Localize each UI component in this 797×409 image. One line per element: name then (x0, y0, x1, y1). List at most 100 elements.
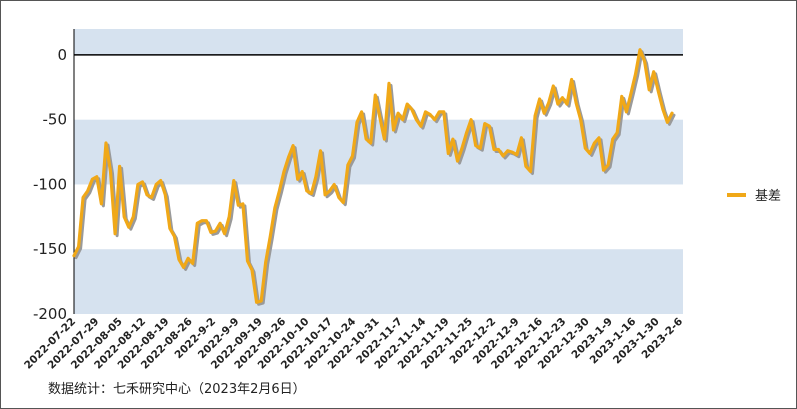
data-point (218, 222, 222, 225)
data-point (237, 204, 240, 207)
data-point (547, 101, 550, 105)
data-point (511, 150, 514, 154)
data-point (314, 175, 318, 178)
data-point (666, 121, 669, 124)
y-tick-labels: 0 -50 -100 -150 -200 (33, 46, 67, 323)
data-point (396, 112, 400, 115)
data-point (182, 266, 185, 269)
data-point (113, 232, 117, 235)
data-point (287, 156, 290, 159)
data-point (438, 110, 441, 114)
data-point (543, 112, 546, 115)
legend: 基差 (727, 189, 781, 204)
data-point (652, 70, 655, 74)
data-point (428, 113, 432, 116)
data-point (369, 141, 372, 145)
y-tick-label: -100 (33, 175, 67, 193)
data-point (447, 152, 450, 155)
data-point (155, 183, 158, 186)
data-point (616, 131, 619, 134)
data-point (132, 215, 135, 218)
data-point (273, 206, 277, 209)
data-point (629, 92, 633, 96)
data-point (360, 110, 363, 114)
data-point (72, 254, 76, 257)
data-point (209, 231, 213, 234)
data-point (415, 118, 418, 121)
y-tick-label: -150 (33, 240, 67, 258)
data-point (191, 262, 194, 265)
data-point (282, 170, 286, 173)
data-point (465, 131, 468, 134)
data-point (250, 268, 254, 272)
data-point (588, 152, 591, 155)
data-point (657, 90, 660, 93)
data-point (574, 101, 578, 105)
data-point (95, 175, 99, 178)
data-point (91, 178, 94, 181)
data-point (355, 121, 359, 124)
data-point (579, 118, 582, 121)
y-tick-label: 0 (57, 46, 67, 64)
data-point (168, 227, 172, 230)
data-point (570, 78, 573, 81)
data-point (319, 149, 322, 152)
data-point (337, 196, 340, 199)
data-point (173, 235, 176, 238)
data-point (442, 110, 445, 114)
data-point (291, 144, 295, 147)
data-point (196, 222, 199, 225)
grid-band (74, 29, 683, 55)
data-point (200, 219, 203, 222)
data-point (410, 108, 413, 111)
data-point (648, 88, 651, 92)
data-point (661, 108, 665, 111)
data-point (638, 48, 642, 51)
y-tick-label: -200 (33, 305, 67, 323)
data-point (346, 163, 350, 167)
data-point (479, 147, 482, 150)
data-point (164, 193, 167, 196)
data-point (104, 141, 108, 145)
data-point (670, 112, 674, 115)
data-point (533, 114, 537, 118)
data-point (223, 232, 226, 235)
data-point (433, 118, 436, 121)
data-point (301, 170, 304, 173)
data-point (264, 261, 267, 264)
data-point (451, 137, 455, 141)
data-point (278, 189, 281, 193)
grid-band (74, 249, 683, 314)
series-line-jicha (72, 48, 674, 304)
data-point (602, 169, 605, 172)
data-point (378, 115, 381, 119)
data-point (515, 153, 518, 156)
data-point (255, 301, 258, 304)
data-point (205, 219, 208, 222)
data-point (145, 193, 149, 196)
data-point (246, 259, 249, 263)
data-point (141, 180, 144, 184)
grid-bands (74, 29, 683, 314)
data-point (620, 95, 623, 98)
data-point (241, 202, 245, 206)
data-point (606, 163, 610, 167)
data-point (296, 178, 299, 181)
data-point (260, 299, 263, 303)
data-point (333, 183, 336, 186)
data-point (597, 136, 601, 139)
data-point (269, 235, 272, 238)
data-point (497, 148, 500, 151)
series-points (72, 48, 674, 304)
data-point (419, 125, 423, 128)
data-point (186, 257, 190, 260)
data-point (77, 245, 80, 248)
data-point (109, 170, 112, 173)
data-point (387, 82, 391, 85)
data-point (460, 147, 464, 150)
data-point (424, 110, 427, 114)
data-point (488, 125, 491, 128)
data-point (159, 179, 162, 182)
